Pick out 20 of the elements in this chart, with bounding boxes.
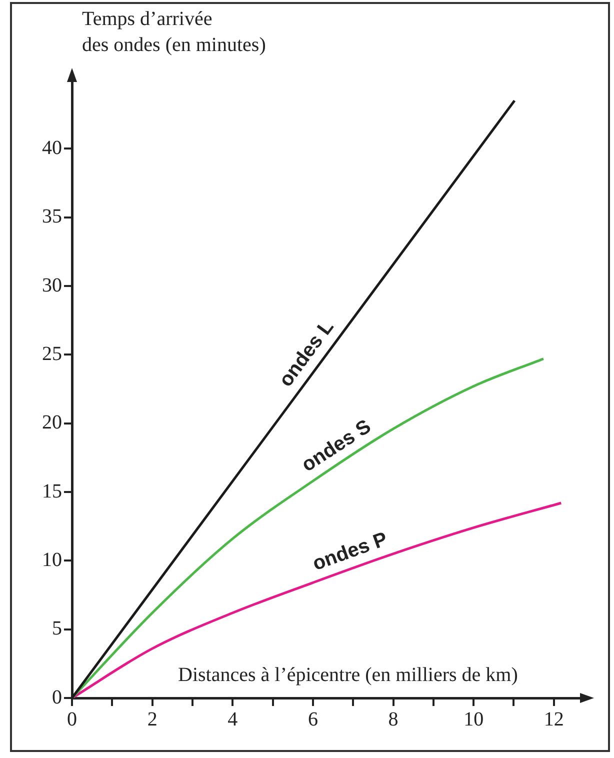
- y-tick-label: 10: [42, 548, 62, 571]
- y-tick-label: 0: [52, 686, 62, 708]
- text: ondes P: [310, 528, 390, 576]
- y-axis-title: Temps d’arrivée des ondes (en minutes): [82, 7, 266, 58]
- line-series: [72, 502, 562, 698]
- y-tick-label: 35: [42, 206, 62, 228]
- y-tick-label: 20: [42, 412, 62, 434]
- x-tick-label: 8: [388, 708, 398, 730]
- y-tick-label: 25: [42, 342, 62, 365]
- x-tick-label: 4: [228, 708, 238, 730]
- x-axis-title: Distances à l’épicentre (en milliers de km): [178, 663, 518, 688]
- y-tick-label: 5: [52, 618, 62, 640]
- y-tick-label: 40: [42, 136, 62, 159]
- x-tick-label: 10: [464, 708, 484, 730]
- x-tick-label: 0: [67, 708, 77, 730]
- y-tick-label: 15: [42, 480, 62, 502]
- y-tick-label: 30: [42, 274, 62, 296]
- x-tick-label: 12: [544, 708, 564, 730]
- x-tick-label: 2: [147, 708, 158, 730]
- x-tick-label: 6: [308, 708, 318, 730]
